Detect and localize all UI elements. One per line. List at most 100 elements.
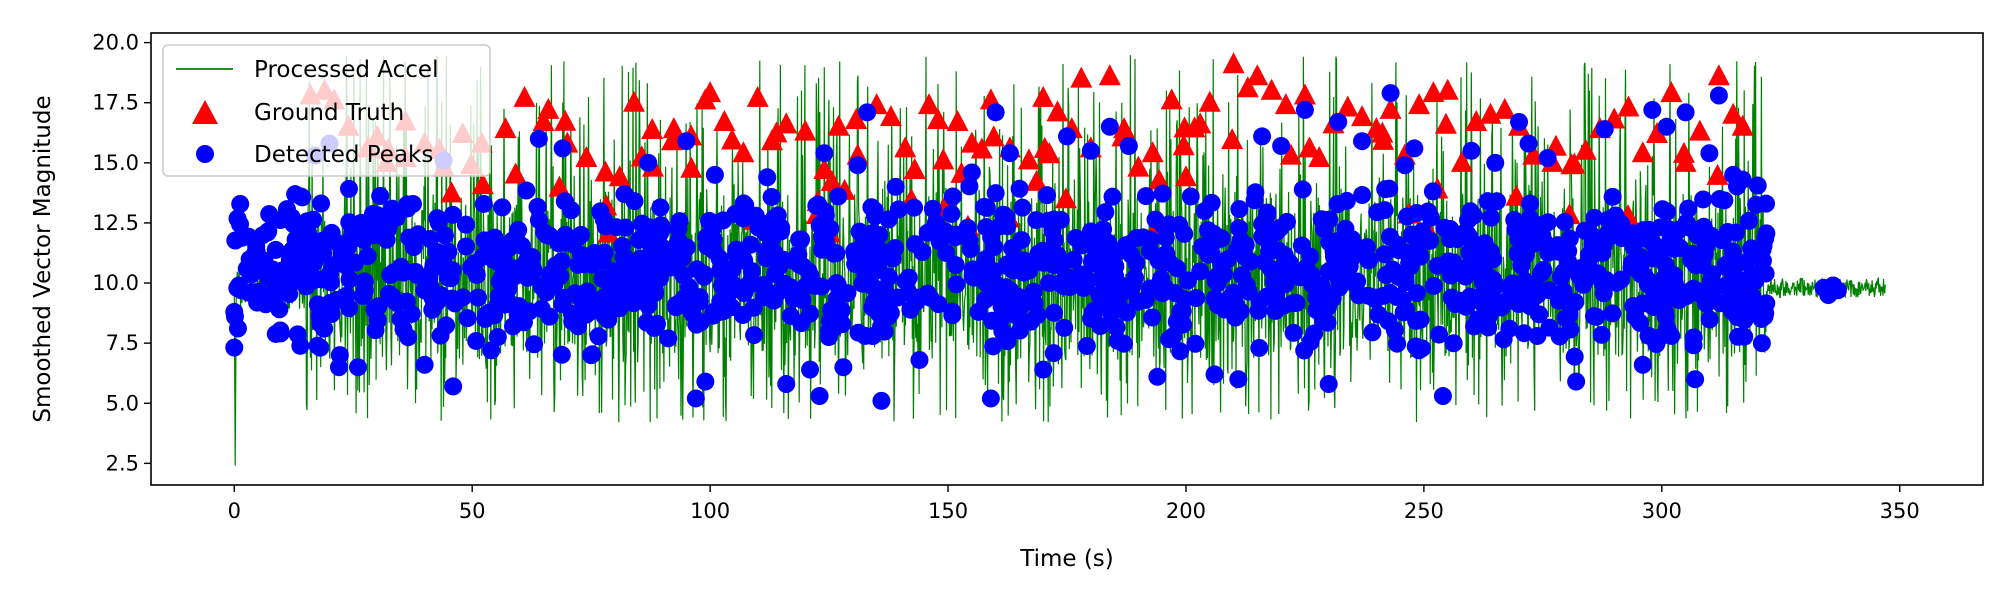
detected-peak-point xyxy=(1757,194,1776,213)
detected-peak-point xyxy=(871,280,890,299)
plot-frame xyxy=(150,32,1984,486)
detected-peak-point xyxy=(1407,203,1426,222)
detected-peak-point xyxy=(879,267,898,286)
detected-peak-point xyxy=(1236,235,1255,254)
ground-truth-point xyxy=(970,137,993,159)
detected-peak-point xyxy=(339,179,358,198)
detected-peak-point xyxy=(1519,134,1538,153)
detected-peak-point xyxy=(340,270,359,289)
detected-peak-point xyxy=(935,221,954,240)
detected-peak-point xyxy=(674,266,693,285)
ground-truth-point xyxy=(1221,128,1244,150)
detected-peak-point xyxy=(616,257,635,276)
detected-peak-point xyxy=(1340,269,1359,288)
detected-peak-point xyxy=(881,304,900,323)
ground-truth-point xyxy=(641,117,664,139)
detected-peak-point xyxy=(1651,218,1670,237)
detected-peak-point xyxy=(563,312,582,331)
detected-peak-point xyxy=(1456,297,1475,316)
detected-peak-point xyxy=(962,163,981,182)
detected-peak-point xyxy=(1752,334,1771,353)
detected-peak-point xyxy=(525,335,544,354)
detected-peak-point xyxy=(1411,247,1430,266)
detected-peak-point xyxy=(677,132,696,151)
detected-peak-point xyxy=(1566,293,1585,312)
detected-peak-point xyxy=(456,215,475,234)
detected-peak-point xyxy=(1160,330,1179,349)
detected-peak-point xyxy=(829,187,848,206)
detected-peak-point xyxy=(312,194,331,213)
detected-peaks-series xyxy=(225,84,1847,410)
detected-peak-point xyxy=(1293,180,1312,199)
detected-peak-point xyxy=(420,230,439,249)
detected-peak-point xyxy=(784,289,803,308)
detected-peak-point xyxy=(796,277,815,296)
ground-truth-point xyxy=(1260,78,1283,100)
detected-peak-point xyxy=(1083,253,1102,272)
detected-peak-point xyxy=(886,177,905,196)
detected-peak-point xyxy=(918,284,937,303)
ground-truth-point xyxy=(513,85,536,107)
detected-peak-point xyxy=(1585,208,1604,227)
ground-truth-point xyxy=(946,109,969,131)
ground-truth-point xyxy=(918,93,941,115)
ground-truth-point xyxy=(1617,95,1640,117)
detected-peak-point xyxy=(960,231,979,250)
detected-peak-point xyxy=(266,240,285,259)
detected-peak-point xyxy=(1459,211,1478,230)
ground-truth-point xyxy=(1563,152,1586,174)
detected-peak-point xyxy=(777,375,796,394)
detected-peak-point xyxy=(1140,242,1159,261)
detected-peak-point xyxy=(1051,256,1070,275)
detected-peak-point xyxy=(1377,266,1396,285)
detected-peak-point xyxy=(1478,192,1497,211)
detected-peak-point xyxy=(651,224,670,243)
detected-peak-point xyxy=(1756,304,1775,323)
detected-peak-point xyxy=(228,319,247,338)
detected-peak-point xyxy=(1530,305,1549,324)
detected-peak-point xyxy=(290,227,309,246)
detected-peak-point xyxy=(1253,127,1272,146)
detected-peak-point xyxy=(792,314,811,333)
detected-peak-point xyxy=(482,341,501,360)
detected-peak-point xyxy=(1718,222,1737,241)
detected-peak-point xyxy=(594,210,613,229)
detected-peak-point xyxy=(642,265,661,284)
detected-peak-point xyxy=(1212,229,1231,248)
detected-peak-point xyxy=(457,237,476,256)
detected-peak-point xyxy=(977,250,996,268)
ground-truth-point xyxy=(504,162,527,184)
detected-peak-point xyxy=(291,187,310,206)
detected-peak-point xyxy=(437,316,456,335)
y-tick-label: 2.5 xyxy=(106,451,139,475)
detected-peak-point xyxy=(369,297,388,316)
detected-peak-point xyxy=(986,184,1005,203)
detected-peak-point xyxy=(1125,268,1144,287)
x-axis-label: Time (s) xyxy=(1019,546,1114,572)
ground-truth-point xyxy=(1032,85,1055,107)
detected-peak-point xyxy=(397,292,416,311)
detected-peak-point xyxy=(582,346,601,365)
detected-peak-point xyxy=(1598,225,1617,244)
ground-truth-point xyxy=(548,175,571,197)
ground-truth-point xyxy=(1646,121,1669,143)
x-tick-label: 0 xyxy=(228,499,241,523)
x-tick-label: 300 xyxy=(1642,499,1682,523)
detected-peak-point xyxy=(258,223,277,242)
detected-peak-point xyxy=(1322,289,1341,308)
detected-peak-point xyxy=(615,185,634,204)
detected-peak-point xyxy=(896,272,915,291)
detected-peak-point xyxy=(1205,365,1224,384)
detected-peak-point xyxy=(812,277,831,296)
detected-peak-point xyxy=(1525,275,1544,294)
detected-peak-point xyxy=(874,248,893,267)
detected-peak-point xyxy=(479,303,498,322)
detected-peak-point xyxy=(997,256,1016,275)
y-tick-label: 7.5 xyxy=(106,331,139,355)
ground-truth-point xyxy=(746,85,769,107)
detected-peak-point xyxy=(328,234,347,253)
detected-peak-point xyxy=(1550,327,1569,346)
detected-peak-point xyxy=(1433,387,1452,406)
detected-peak-point xyxy=(1099,233,1118,252)
y-tick-label: 17.5 xyxy=(92,91,139,115)
